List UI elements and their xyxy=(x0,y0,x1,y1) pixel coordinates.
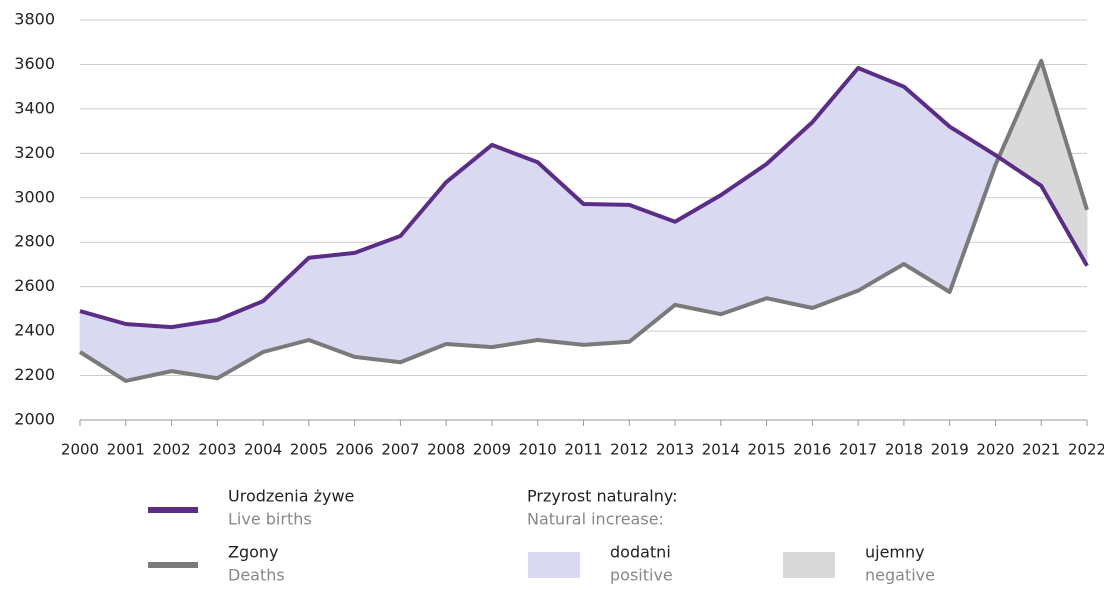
legend-label: dodatni xyxy=(610,543,671,562)
x-tick-label: 2012 xyxy=(610,441,648,459)
x-tick-label: 2003 xyxy=(198,441,236,459)
legend-label-en: Live births xyxy=(228,510,312,529)
legend-label: ujemny xyxy=(865,543,925,562)
x-tick-label: 2005 xyxy=(290,441,328,459)
y-tick-label: 3800 xyxy=(14,10,55,29)
x-tick-label: 2017 xyxy=(839,441,877,459)
fill-area xyxy=(262,256,310,353)
legend-label-en: Deaths xyxy=(228,566,285,585)
y-tick-label: 3400 xyxy=(14,98,55,117)
legend-label: Zgony xyxy=(228,543,279,562)
legend-swatch xyxy=(148,562,198,568)
x-tick-label: 2021 xyxy=(1022,441,1060,459)
legend-swatch xyxy=(783,552,835,578)
legend-label: Urodzenia żywe xyxy=(228,487,354,506)
fill-area xyxy=(674,194,722,315)
fill-area xyxy=(491,144,539,348)
fill-area xyxy=(720,163,767,315)
legend-swatch xyxy=(148,507,198,513)
x-tick-label: 2014 xyxy=(702,441,740,459)
y-tick-label: 2600 xyxy=(14,276,55,295)
fill-area xyxy=(354,235,401,363)
fill-area xyxy=(537,161,584,346)
x-tick-label: 2009 xyxy=(473,441,511,459)
x-tick-label: 2015 xyxy=(747,441,785,459)
y-tick-label: 3600 xyxy=(14,54,55,73)
legend-title: Przyrost naturalny: xyxy=(527,487,678,506)
y-tick-label: 3200 xyxy=(14,143,55,162)
x-tick-label: 2011 xyxy=(564,441,602,459)
fill-area xyxy=(766,121,813,309)
x-tick-label: 2019 xyxy=(931,441,969,459)
x-tick-label: 2007 xyxy=(381,441,419,459)
legend-title-en: Natural increase: xyxy=(527,510,664,529)
x-tick-label: 2000 xyxy=(61,441,99,459)
x-tick-label: 2010 xyxy=(519,441,557,459)
fill-area xyxy=(1040,60,1088,268)
legend-label-en: negative xyxy=(865,566,935,585)
x-tick-label: 2006 xyxy=(336,441,374,459)
fill-area xyxy=(811,66,859,309)
x-tick-label: 2002 xyxy=(152,441,190,459)
fill-area xyxy=(583,203,630,346)
x-tick-label: 2020 xyxy=(976,441,1014,459)
x-tick-label: 2018 xyxy=(885,441,923,459)
x-tick-label: 2022 xyxy=(1068,441,1104,459)
y-tick-label: 2000 xyxy=(14,410,55,429)
x-tick-label: 2016 xyxy=(793,441,831,459)
legend-swatch xyxy=(528,552,580,578)
fill-area xyxy=(857,67,905,292)
x-tick-label: 2001 xyxy=(107,441,145,459)
fill-area xyxy=(171,319,218,379)
y-tick-label: 2800 xyxy=(14,232,55,251)
x-tick-label: 2004 xyxy=(244,441,282,459)
series-line xyxy=(78,58,1089,383)
y-tick-label: 2200 xyxy=(14,365,55,384)
x-tick-label: 2008 xyxy=(427,441,465,459)
fill-area xyxy=(903,85,951,293)
legend-label-en: positive xyxy=(610,566,673,585)
series-line xyxy=(79,66,1089,330)
y-tick-label: 3000 xyxy=(14,187,55,206)
y-tick-label: 2400 xyxy=(14,321,55,340)
x-tick-label: 2013 xyxy=(656,441,694,459)
